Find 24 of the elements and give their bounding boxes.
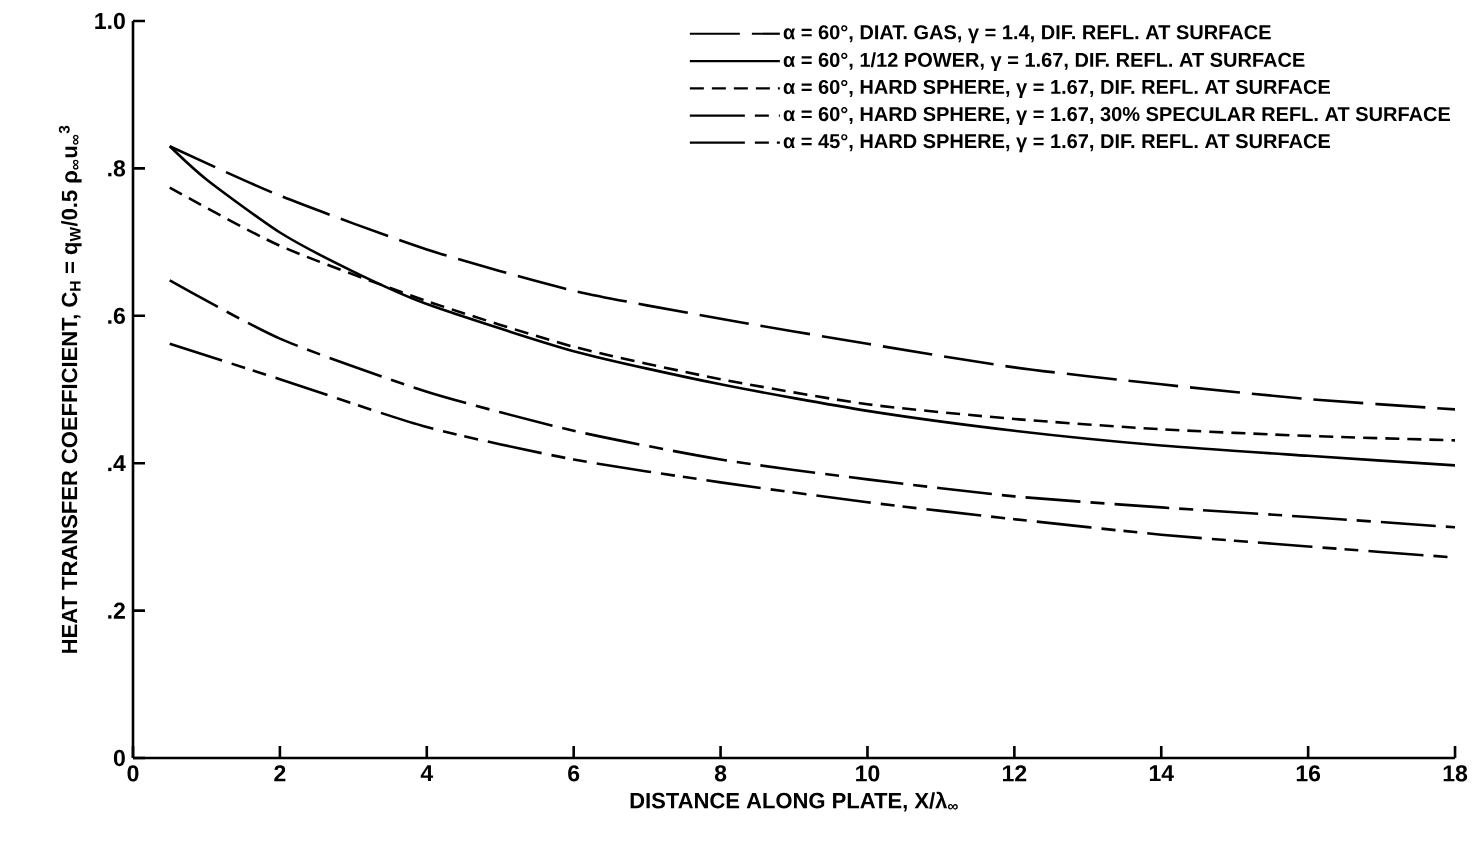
legend-label: α = 45°, HARD SPHERE, γ = 1.67, DIF. REFL. AT SURFACE [783,134,1330,153]
legend-label: α = 60°, HARD SPHERE, γ = 1.67, 30% SPECULAR REFL. AT SURFACE [783,107,1451,126]
x-axis-title: DISTANCE ALONG PLATE, X/λ$_{∞}$ [630,791,958,812]
legend-label: α = 60°, DIAT. GAS, γ = 1.4, DIF. REFL. AT SURFACE [783,25,1271,44]
y-tick-label: .2 [108,602,125,619]
x-tick-label: 12 [1003,765,1027,782]
y-tick-label: 0 [113,749,125,767]
legend-label: α = 60°, 1/12 POWER, γ = 1.67, DIF. REFL. AT SURFACE [783,52,1305,71]
legend-label: α = 60°, HARD SPHERE, γ = 1.67, DIF. REFL. AT SURFACE [783,79,1330,99]
x-tick-label: 18 [1443,765,1468,782]
x-tick-label: 0 [127,765,139,782]
line-series [168,279,1456,529]
x-tick-label: 10 [856,765,880,782]
y-tick-label: 1.0 [95,12,125,30]
x-tick-label: 6 [568,765,580,782]
y-tick-label: .6 [108,307,125,324]
x-tick-label: 4 [420,765,434,782]
text: HEAT TRANSFER COEFFICIENT, C$_{H}$ = q$_{W}$/0.5 ρ$_{∞}$u$_{∞}$3 [58,125,82,653]
x-tick-label: 8 [714,765,727,782]
x-tick-label: 14 [1149,765,1174,782]
x-tick-label: 16 [1296,765,1321,782]
y-tick-label: .4 [108,455,126,472]
y-tick-label: .8 [108,160,126,177]
x-tick-label: 2 [274,765,286,782]
